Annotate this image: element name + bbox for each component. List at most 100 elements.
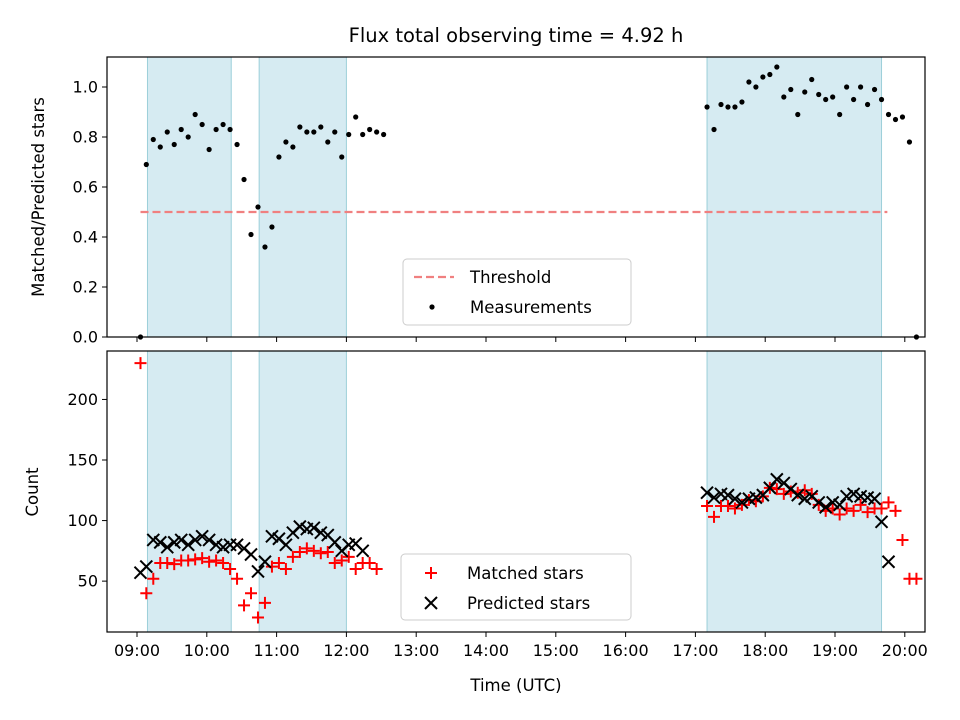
predicted-stars-point	[244, 547, 258, 562]
bottom-y-tick-label: 100	[67, 511, 98, 530]
top-y-tick-label: 0.4	[73, 228, 98, 247]
matched-stars-point	[889, 504, 902, 517]
measurements-point	[718, 101, 724, 108]
measurements-point	[269, 224, 275, 230]
top-observing-span	[258, 56, 347, 338]
measurements-point	[704, 104, 710, 110]
measurements-point	[885, 111, 892, 118]
top-y-tick-label: 0.6	[73, 178, 98, 197]
measurements-point	[346, 131, 352, 138]
matched-stars-point	[847, 504, 860, 517]
measurements-point	[339, 154, 345, 160]
measurements-point	[732, 104, 738, 110]
matched-stars-point	[300, 542, 313, 555]
measurements-point	[906, 139, 913, 145]
matched-stars-point	[833, 508, 846, 521]
chart-title: Flux total observing time = 4.92 h	[349, 24, 684, 47]
matched-stars-legend-label: Matched stars	[467, 564, 584, 583]
matched-stars-legend-swatch	[425, 567, 437, 579]
matched-stars-point	[307, 544, 320, 557]
measurements-point	[185, 134, 191, 140]
matched-stars-point	[224, 563, 237, 576]
matched-stars-point	[701, 500, 714, 513]
matched-stars-point	[217, 556, 230, 569]
x-tick-label: 19:00	[812, 641, 858, 660]
measurements-point	[711, 126, 717, 133]
predicted-stars-point	[160, 540, 174, 554]
matched-stars-point	[910, 572, 923, 585]
measurements-point	[318, 124, 324, 130]
matched-stars-point	[882, 496, 895, 509]
measurements-point	[255, 204, 261, 210]
predicted-stars-point	[355, 544, 370, 558]
top-observing-span	[706, 56, 883, 338]
measurements-point	[297, 124, 303, 130]
predicted-stars-point	[812, 495, 826, 510]
predicted-stars-point	[818, 500, 833, 514]
measurements-point	[220, 121, 226, 128]
matched-stars-point	[854, 498, 867, 511]
measurements-point	[304, 129, 310, 135]
predicted-stars-point	[251, 564, 265, 579]
measurements-point	[823, 96, 829, 103]
measurements-point	[248, 231, 254, 238]
measurements-point	[739, 99, 745, 105]
matched-stars-point	[728, 502, 741, 515]
predicted-stars-legend-swatch	[424, 596, 438, 610]
x-tick-label: 11:00	[254, 641, 300, 660]
matched-stars-point	[342, 550, 355, 563]
predicted-stars-point	[832, 498, 847, 512]
measurements-point	[171, 141, 177, 148]
measurements-point	[781, 94, 787, 100]
matched-stars-point	[328, 556, 341, 569]
matched-stars-point	[349, 563, 362, 576]
predicted-stars-point	[791, 488, 805, 502]
predicted-stars-point	[700, 486, 714, 500]
matched-stars-point	[245, 587, 258, 600]
bottom-observing-span	[146, 350, 232, 633]
top-legend: Threshold Measurements	[402, 258, 632, 326]
x-tick-label: 15:00	[533, 641, 579, 660]
matched-stars-point	[238, 599, 251, 612]
measurements-point	[760, 74, 766, 80]
measurements-point	[367, 126, 373, 133]
matched-stars-point	[777, 487, 790, 500]
top-axes-frame	[106, 56, 926, 338]
matched-stars-point	[251, 611, 264, 624]
measurements-point	[353, 114, 359, 120]
predicted-stars-point	[307, 521, 321, 535]
matched-stars-point	[708, 510, 721, 523]
measurements-legend-swatch	[429, 304, 435, 310]
measurements-point	[899, 114, 906, 120]
x-tick-label: 20:00	[882, 641, 928, 660]
measurements-point	[864, 101, 871, 108]
x-tick-label: 17:00	[672, 641, 718, 660]
predicted-stars-point	[188, 533, 202, 547]
matched-stars-point	[210, 554, 223, 567]
predicted-stars-point	[874, 515, 889, 529]
measurements-point	[192, 111, 198, 118]
predicted-stars-point	[735, 495, 749, 510]
matched-stars-point	[265, 560, 278, 573]
matched-stars-point	[203, 555, 216, 568]
matched-stars-point	[335, 554, 348, 567]
measurements-point	[851, 96, 857, 103]
matched-stars-point	[134, 357, 147, 370]
measurements-point	[857, 84, 864, 90]
top-y-tick-label: 0.0	[73, 328, 98, 347]
measurements-point	[290, 144, 296, 150]
measurements-point	[816, 91, 822, 98]
x-tick-label: 10:00	[184, 641, 230, 660]
matched-stars-point	[293, 546, 306, 559]
matched-stars-point	[770, 483, 783, 496]
measurements-point	[283, 139, 289, 145]
bottom-axes-frame	[106, 350, 926, 633]
measurements-point	[234, 141, 240, 148]
predicted-stars-point	[230, 538, 244, 552]
measurements-point	[802, 89, 808, 95]
matched-stars-point	[721, 500, 734, 513]
matched-stars-point	[147, 572, 160, 585]
matched-stars-point	[272, 556, 285, 569]
predicted-stars-point	[728, 492, 742, 506]
